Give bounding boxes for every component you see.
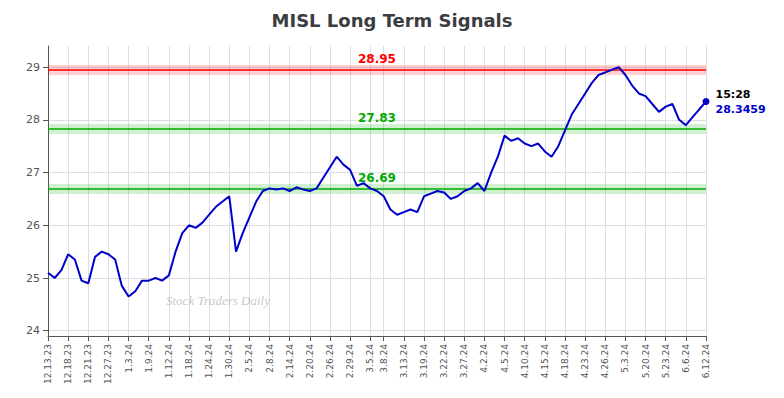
- svg-text:25: 25: [26, 272, 40, 285]
- svg-text:2.8.24: 2.8.24: [265, 344, 275, 373]
- svg-text:26: 26: [26, 219, 40, 232]
- svg-text:6.12.24: 6.12.24: [701, 344, 711, 379]
- svg-text:3.5.24: 3.5.24: [365, 344, 375, 373]
- svg-text:24: 24: [26, 324, 40, 337]
- svg-text:2.26.24: 2.26.24: [325, 344, 335, 379]
- svg-text:2.14.24: 2.14.24: [285, 344, 295, 379]
- svg-text:1.30.24: 1.30.24: [224, 344, 234, 379]
- svg-text:4.10.24: 4.10.24: [520, 344, 530, 379]
- svg-text:2.5.24: 2.5.24: [244, 344, 254, 373]
- svg-text:4.26.24: 4.26.24: [600, 344, 610, 379]
- svg-text:5.3.24: 5.3.24: [620, 344, 630, 373]
- svg-text:1.18.24: 1.18.24: [184, 344, 194, 379]
- svg-text:12.18.23: 12.18.23: [63, 344, 73, 384]
- svg-text:29: 29: [26, 61, 40, 74]
- svg-text:3.27.24: 3.27.24: [459, 344, 469, 379]
- svg-text:12.21.23: 12.21.23: [83, 344, 93, 384]
- svg-text:Stock Traders Daily: Stock Traders Daily: [166, 293, 270, 308]
- svg-text:3.19.24: 3.19.24: [419, 344, 429, 379]
- svg-text:27: 27: [26, 166, 40, 179]
- svg-text:MISL Long Term Signals: MISL Long Term Signals: [272, 10, 513, 31]
- svg-text:3.22.24: 3.22.24: [439, 344, 449, 379]
- svg-text:28.3459: 28.3459: [716, 103, 766, 116]
- svg-text:3.13.24: 3.13.24: [399, 344, 409, 379]
- svg-text:27.83: 27.83: [358, 111, 396, 125]
- svg-text:2.20.24: 2.20.24: [305, 344, 315, 379]
- svg-text:4.2.24: 4.2.24: [479, 344, 489, 373]
- svg-text:5.20.24: 5.20.24: [641, 344, 651, 379]
- svg-text:2.29.24: 2.29.24: [345, 344, 355, 379]
- svg-text:12.27.23: 12.27.23: [103, 344, 113, 384]
- svg-text:15:28: 15:28: [716, 88, 751, 101]
- svg-text:3.8.24: 3.8.24: [379, 344, 389, 373]
- svg-text:26.69: 26.69: [358, 170, 396, 185]
- svg-text:6.6.24: 6.6.24: [681, 344, 691, 373]
- svg-text:1.24.24: 1.24.24: [204, 344, 214, 379]
- svg-text:4.18.24: 4.18.24: [560, 344, 570, 379]
- svg-text:28: 28: [26, 113, 40, 126]
- svg-text:1.12.24: 1.12.24: [164, 344, 174, 379]
- svg-text:4.15.24: 4.15.24: [540, 344, 550, 379]
- svg-text:4.23.24: 4.23.24: [580, 344, 590, 379]
- svg-text:12.13.23: 12.13.23: [43, 344, 53, 384]
- svg-text:28.95: 28.95: [358, 52, 396, 66]
- svg-text:1.3.24: 1.3.24: [124, 344, 134, 373]
- svg-text:5.23.24: 5.23.24: [661, 344, 671, 379]
- svg-text:1.9.24: 1.9.24: [144, 344, 154, 373]
- svg-text:4.5.24: 4.5.24: [500, 344, 510, 373]
